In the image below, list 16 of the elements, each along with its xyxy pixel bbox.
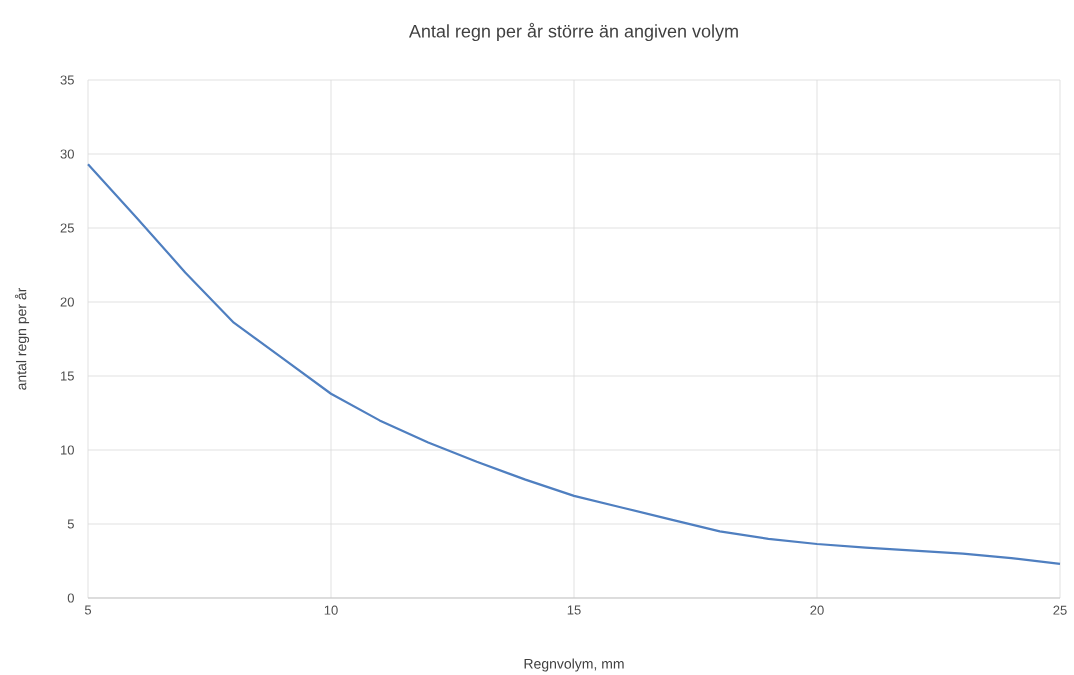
y-tick-label: 0 [67, 593, 74, 603]
x-tick-label: 15 [567, 605, 581, 615]
x-tick-label: 25 [1053, 605, 1067, 615]
y-tick-label: 35 [60, 75, 74, 85]
x-tick-label: 10 [324, 605, 338, 615]
x-tick-label: 20 [810, 605, 824, 615]
y-tick-label: 20 [60, 297, 74, 307]
y-axis-title: antal regn per år [14, 287, 30, 390]
x-axis-title: Regnvolym, mm [524, 658, 624, 672]
y-tick-label: 30 [60, 149, 74, 159]
chart-title: Antal regn per år större än angiven volym [408, 22, 738, 42]
y-tick-label: 5 [67, 519, 74, 529]
y-tick-label: 15 [61, 371, 74, 381]
y-tick-label: 25 [60, 223, 74, 233]
x-tick-label: 5 [84, 605, 92, 615]
y-tick-label: 10 [61, 445, 74, 455]
